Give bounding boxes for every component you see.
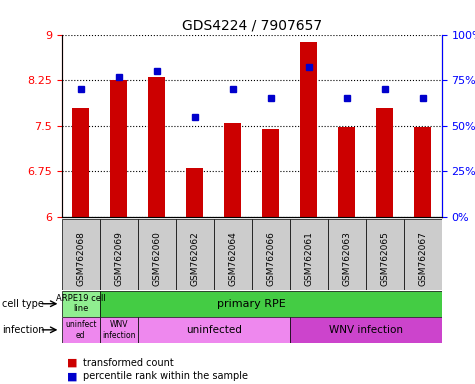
Bar	[300, 42, 317, 217]
Text: ARPE19 cell
line: ARPE19 cell line	[56, 294, 105, 313]
Bar	[404, 219, 442, 290]
Text: GSM762061: GSM762061	[304, 232, 313, 286]
Text: GSM762068: GSM762068	[76, 232, 85, 286]
Text: GSM762060: GSM762060	[152, 232, 161, 286]
Text: GSM762066: GSM762066	[266, 232, 275, 286]
Text: uninfected: uninfected	[186, 325, 242, 335]
Bar	[176, 219, 214, 290]
Bar	[72, 108, 89, 217]
Bar	[100, 317, 138, 343]
Text: GSM762064: GSM762064	[228, 232, 237, 286]
Text: uninfect
ed: uninfect ed	[65, 320, 96, 339]
Bar	[62, 219, 100, 290]
Bar	[290, 219, 328, 290]
Title: GDS4224 / 7907657: GDS4224 / 7907657	[181, 18, 322, 32]
Text: GSM762062: GSM762062	[190, 232, 199, 286]
Bar	[262, 129, 279, 217]
Text: GSM762063: GSM762063	[342, 232, 351, 286]
Bar	[100, 219, 138, 290]
Text: GSM762069: GSM762069	[114, 232, 123, 286]
Bar	[338, 127, 355, 217]
Text: WNV
infection: WNV infection	[102, 320, 135, 339]
Bar	[138, 317, 290, 343]
Text: percentile rank within the sample: percentile rank within the sample	[83, 371, 248, 381]
Bar	[366, 219, 404, 290]
Text: transformed count: transformed count	[83, 358, 174, 368]
Text: infection: infection	[2, 325, 45, 335]
Text: primary RPE: primary RPE	[218, 299, 286, 309]
Bar	[290, 317, 442, 343]
Bar	[376, 108, 393, 217]
Text: ■: ■	[66, 358, 77, 368]
Bar	[414, 127, 431, 217]
Bar	[224, 123, 241, 217]
Bar	[138, 219, 176, 290]
Bar	[186, 168, 203, 217]
Text: ■: ■	[66, 371, 77, 381]
Bar	[328, 219, 366, 290]
Bar	[214, 219, 252, 290]
Text: cell type: cell type	[2, 299, 44, 309]
Bar	[62, 291, 100, 317]
Bar	[62, 317, 100, 343]
Text: GSM762067: GSM762067	[418, 232, 427, 286]
Text: WNV infection: WNV infection	[329, 325, 403, 335]
Bar	[148, 77, 165, 217]
Bar	[110, 80, 127, 217]
Bar	[252, 219, 290, 290]
Text: GSM762065: GSM762065	[380, 232, 389, 286]
